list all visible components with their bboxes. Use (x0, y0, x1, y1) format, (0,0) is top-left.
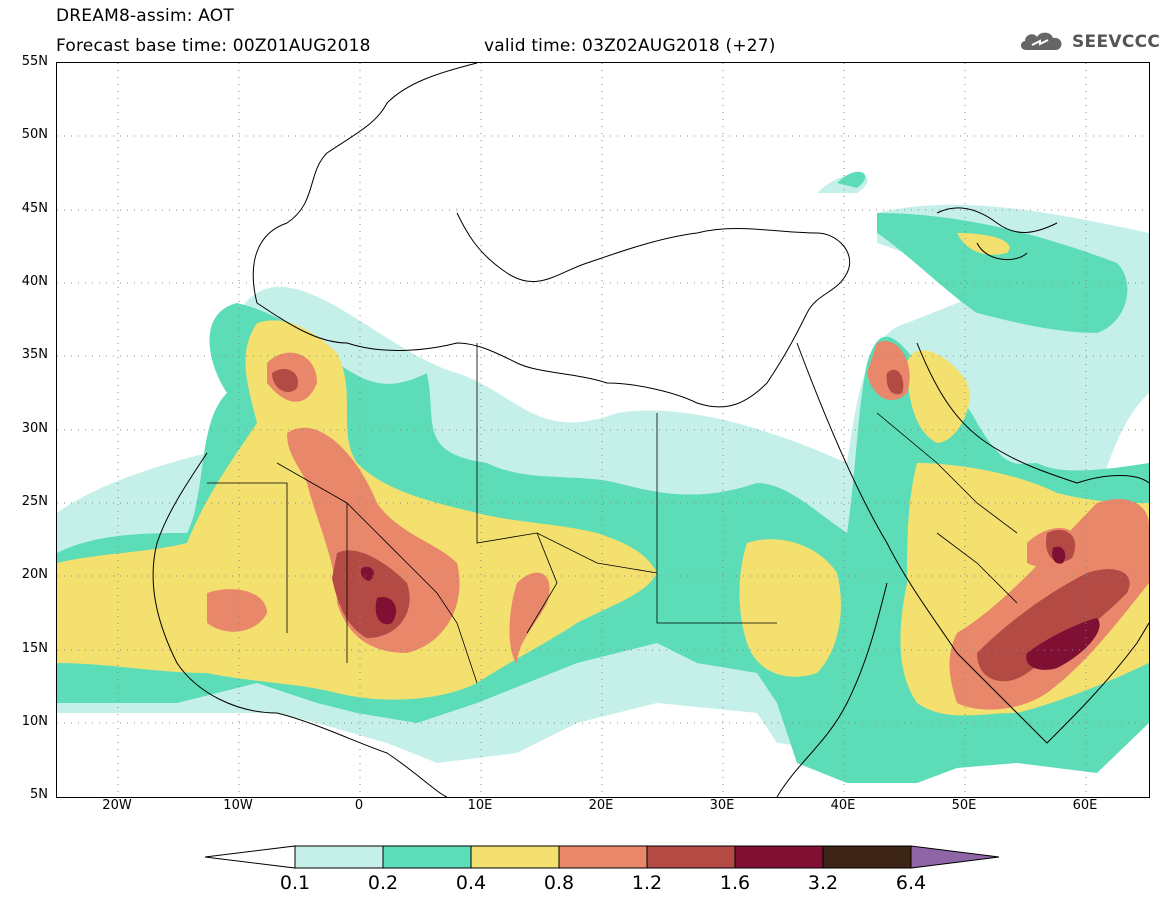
lon-label: 30E (709, 798, 735, 813)
logo-text: SEEVCCC (1072, 32, 1161, 52)
cloud-icon (1020, 32, 1062, 50)
colorbar-label: 0.8 (543, 872, 575, 894)
map-panel (56, 62, 1150, 798)
colorbar-segment (205, 845, 296, 869)
lat-label: 25N (21, 494, 48, 509)
colorbar-segment (646, 845, 736, 869)
colorbar-label: 6.4 (895, 872, 927, 894)
colorbar-segment (558, 845, 648, 869)
coastlines (152, 63, 1149, 797)
colorbar-label: 0.2 (367, 872, 399, 894)
map-gridlines (57, 63, 1149, 797)
forecast-base-time: Forecast base time: 00Z01AUG2018 (56, 36, 371, 56)
aot-level-6 (360, 546, 1100, 670)
colorbar-segment (910, 845, 1000, 869)
lon-label: 60E (1072, 798, 1098, 813)
lon-label: 50E (951, 798, 977, 813)
colorbar (205, 845, 1000, 869)
lat-label: 45N (21, 201, 48, 216)
lon-label: 10E (467, 798, 493, 813)
lat-label: 30N (21, 421, 48, 436)
colorbar-label: 1.2 (631, 872, 663, 894)
lon-label: 10W (223, 798, 253, 813)
colorbar-label: 1.6 (719, 872, 751, 894)
lat-label: 35N (21, 347, 48, 362)
colorbar-segment (822, 845, 912, 869)
aot-map (57, 63, 1149, 797)
colorbar-segment (382, 845, 472, 869)
colorbar-segment (294, 845, 384, 869)
colorbar-label: 0.1 (279, 872, 311, 894)
lat-label: 5N (30, 787, 48, 802)
lat-label: 40N (21, 274, 48, 289)
country-borders (207, 343, 1018, 684)
colorbar-label: 0.4 (455, 872, 487, 894)
colorbar-segment (470, 845, 560, 869)
lat-label: 10N (21, 714, 48, 729)
colorbar-label: 3.2 (807, 872, 839, 894)
valid-time: valid time: 03Z02AUG2018 (+27) (484, 36, 776, 56)
lon-label: 0 (354, 798, 364, 813)
lon-label: 20E (588, 798, 614, 813)
colorbar-segment (734, 845, 824, 869)
lat-label: 50N (21, 127, 48, 142)
lat-label: 55N (21, 54, 48, 69)
lon-label: 40E (830, 798, 856, 813)
lon-label: 20W (102, 798, 132, 813)
seevccc-logo: SEEVCCC (1018, 28, 1161, 54)
chart-title: DREAM8-assim: AOT (56, 6, 234, 26)
lat-label: 20N (21, 567, 48, 582)
lat-label: 15N (21, 641, 48, 656)
